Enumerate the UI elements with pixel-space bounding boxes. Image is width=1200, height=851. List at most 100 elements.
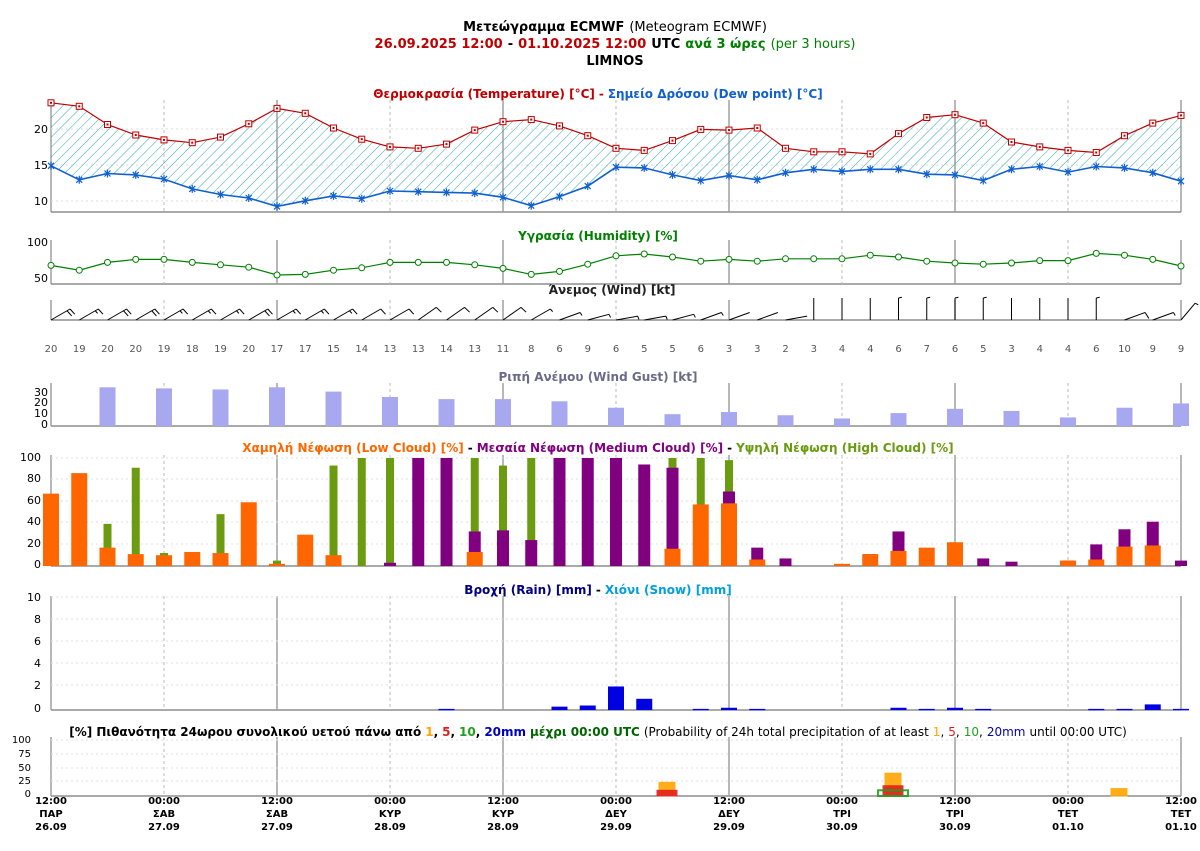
temperature-title-separator: - (599, 87, 604, 101)
wind-barb-flag (239, 308, 245, 315)
humidity-point (527, 270, 535, 278)
dewpoint-point (160, 175, 168, 184)
temperature-point-dot (925, 116, 928, 119)
dewpoint-point (669, 170, 676, 179)
wind-barb-staff (333, 308, 353, 321)
probability-bar-p10 (877, 789, 909, 797)
humidity-point (1092, 249, 1100, 257)
dewpoint-title: Σημείο Δρόσου (Dew point) [°C] (608, 87, 823, 101)
temperature-point-dot (50, 101, 52, 104)
wind-barb-staff (389, 308, 410, 321)
range-step-en: (per 3 hours) (771, 37, 856, 52)
gust-bar (890, 413, 907, 426)
wind-barb-flag (492, 307, 499, 313)
wind-barb-staff (530, 308, 551, 321)
humidity-panel-title: Υγρασία (Humidity) [%] (517, 229, 678, 243)
high-cloud-bar (103, 523, 112, 566)
time-tick-label: 00:00 (148, 796, 180, 807)
prob-title-gr: [%] Πιθανότητα 24ωρου συνολικού υετού πά… (69, 725, 421, 739)
humidity-point (1036, 257, 1044, 265)
dewpoint-point (979, 176, 987, 185)
wind-barb-flag (123, 310, 129, 317)
humidity-point (725, 255, 733, 263)
dewpoint-point (443, 188, 450, 197)
temp-ytick-15: 15 (34, 159, 48, 172)
humidity-point (697, 257, 705, 265)
gust-bar (325, 391, 342, 426)
prob-ytick-25: 25 (18, 776, 31, 787)
day-tick-label: ΚΥΡ (492, 809, 514, 820)
humidity-point (75, 266, 83, 274)
humidity-point (104, 258, 111, 266)
wind-barb-flag (126, 308, 132, 315)
range-utc: UTC (651, 37, 680, 52)
rain-ytick-2: 2 (34, 679, 41, 692)
dewpoint-point (1149, 168, 1157, 177)
humidity-point (584, 260, 592, 268)
humidity-point (471, 261, 479, 269)
day-tick-label: ΣΑΒ (266, 809, 288, 820)
wind-speed-label: 13 (412, 344, 425, 355)
dewpoint-point (782, 168, 789, 177)
humidity-point (443, 258, 450, 266)
rain-chart (438, 686, 1189, 711)
wind-barb-staff (700, 312, 722, 321)
temperature-point-dot (728, 129, 730, 132)
time-tick-label: 12:00 (1165, 796, 1197, 807)
high-cloud-bar (357, 458, 366, 566)
rain-bar (1088, 708, 1105, 711)
wind-barb-half-flag (179, 310, 183, 314)
wind-barb-flag (323, 308, 330, 315)
humidity-point (301, 270, 309, 278)
gust-bar (495, 399, 511, 426)
humidity-point (188, 258, 196, 266)
wind-speed-label: 5 (641, 344, 647, 355)
temperature-point-dot (389, 145, 391, 148)
temperature-point-dot (699, 128, 702, 131)
temperature-point-dot (784, 147, 787, 150)
gust-bar (721, 412, 737, 426)
humidity-point (979, 260, 987, 268)
dewpoint-point (1121, 163, 1128, 172)
humidity-point (669, 253, 676, 261)
humidity-point (132, 255, 140, 263)
humidity-point (782, 255, 789, 263)
rain-ytick-8: 8 (34, 613, 41, 626)
wind-barb-staff (79, 308, 99, 321)
temperature-point-dot (1180, 114, 1182, 117)
temperature-point-dot (502, 120, 504, 123)
prob-title-en-c1: , (940, 725, 944, 739)
wind-barb-staff (757, 312, 779, 321)
cloud-ytick-80: 80 (27, 472, 41, 485)
high-cloud-bar (131, 467, 140, 566)
rain-ytick-4: 4 (34, 657, 41, 670)
time-tick-label: 00:00 (600, 796, 632, 807)
wind-barb-flag (352, 308, 358, 315)
wind-barb-staff (559, 312, 581, 321)
temperature-point-dot (841, 150, 843, 153)
prob-title-en-c2: , (956, 725, 960, 739)
wind-barb-flag (210, 308, 217, 315)
rain-title-separator: - (596, 583, 601, 597)
wind-speed-label: 14 (355, 344, 368, 355)
temperature-point-dot (360, 138, 363, 141)
dewpoint-point (188, 184, 196, 193)
high-cloud-bar (470, 458, 479, 566)
temperature-point-dot (812, 150, 815, 153)
wind-barb-staff (474, 306, 494, 321)
medium-cloud-title: Μεσαία Νέφωση (Medium Cloud) [%] (477, 441, 723, 455)
temperature-point-dot (247, 122, 250, 125)
rain-bar (890, 707, 907, 710)
temperature-point-dot (897, 132, 900, 135)
dewpoint-point (923, 170, 931, 179)
date-tick-label: 30.09 (826, 822, 858, 833)
prob-title-en-t10: 10 (964, 725, 979, 739)
y-tick-labels: 20 15 10 100 50 30 20 10 0 100 80 60 40 … (12, 123, 48, 800)
wind-speed-label: 6 (895, 344, 901, 355)
wind-speed-label: 7 (924, 344, 930, 355)
dewpoint-point (104, 169, 111, 178)
low-cloud-bar (692, 504, 709, 566)
dewpoint-point (301, 196, 309, 205)
date-tick-label: 01.10 (1052, 822, 1084, 833)
wind-barb-half-flag (926, 296, 931, 299)
